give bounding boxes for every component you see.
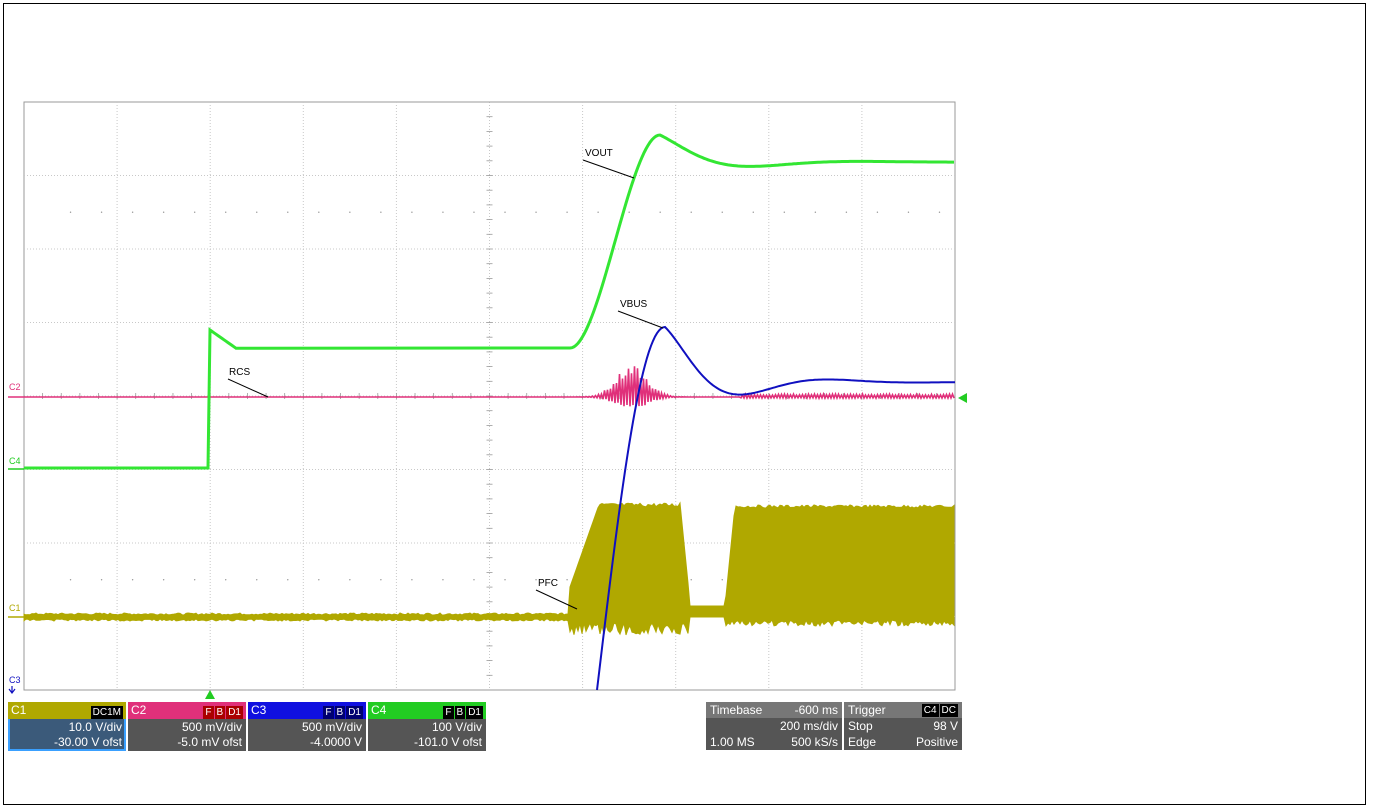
channel-label: C2 (131, 703, 147, 717)
c1-marker: C1 (9, 603, 21, 613)
pfc-trace (23, 501, 955, 636)
channel-scale: 500 mV/div (301, 720, 362, 734)
channel-tag: B (214, 706, 226, 720)
channel-tag: D1 (466, 706, 483, 720)
timebase-box[interactable]: Timebase -600 ms 200 ms/div 1.00 MS 500 kS… (706, 702, 842, 750)
channel-offset: -101.0 V ofst (413, 735, 482, 749)
channel-box-c1[interactable]: C1 DC1M 10.0 V/div -30.00 V ofst (8, 702, 126, 751)
channel-box-c4[interactable]: C4 F B D1 100 V/div -101.0 V ofst (368, 702, 486, 751)
trigger-slope: Positive (915, 735, 958, 749)
channel-scale: 100 V/div (431, 720, 482, 734)
timebase-rate: 500 kS/s (791, 735, 838, 749)
trigger-type: Edge (848, 735, 877, 749)
timebase-label: Timebase (710, 703, 763, 717)
vout-trace (24, 133, 954, 470)
trace-annotations: VOUT VBUS RCS PFC (227, 148, 664, 610)
channel-label: C4 (371, 703, 387, 717)
channel-scale: 10.0 V/div (68, 720, 122, 734)
channel-tag: B (454, 706, 466, 720)
channel-box-c3[interactable]: C3 F B D1 500 mV/div -4.0000 V (248, 702, 366, 751)
channel-offset: -5.0 mV ofst (177, 735, 242, 749)
trigger-label: Trigger (848, 703, 886, 717)
trigger-tag: DC (939, 704, 958, 718)
timebase-samples: 1.00 MS (710, 735, 755, 749)
timebase-scale: 200 ms/div (779, 719, 838, 733)
rcs-label: RCS (229, 367, 250, 378)
channel-tag: F (203, 706, 214, 720)
timebase-delay: -600 ms (794, 703, 838, 717)
channel-tag: F (323, 706, 334, 720)
trigger-mode: Stop (848, 719, 873, 733)
c2-marker: C2 (9, 382, 21, 392)
channel-tag: D1 (346, 706, 363, 720)
channel-label: C3 (251, 703, 267, 717)
channel-tag: F (443, 706, 454, 720)
channel-tag: DC1M (90, 706, 123, 720)
vout-label: VOUT (585, 148, 613, 159)
trigger-position-marker (205, 690, 215, 699)
c3-marker: C3 (9, 675, 21, 685)
trigger-level: 98 V (933, 719, 958, 733)
channel-offset: -30.00 V ofst (53, 735, 122, 749)
channel-markers: C2 C4 C1 C3 (8, 382, 967, 699)
trigger-level-marker (958, 393, 967, 403)
c4-marker: C4 (9, 456, 21, 466)
trigger-box[interactable]: Trigger C4 DC Stop 98 V Edge Positive (844, 702, 962, 750)
rcs-trace (24, 366, 955, 407)
trigger-tag: C4 (921, 704, 939, 718)
vbus-label: VBUS (620, 299, 648, 310)
channel-box-c2[interactable]: C2 F B D1 500 mV/div -5.0 mV ofst (128, 702, 246, 751)
channel-offset: -4.0000 V (309, 735, 362, 749)
channel-scale: 500 mV/div (181, 720, 242, 734)
channel-tag: B (334, 706, 346, 720)
vbus-trace (596, 325, 955, 691)
pfc-label: PFC (538, 578, 558, 589)
channel-tag: D1 (226, 706, 243, 720)
traces (23, 133, 955, 691)
channel-label: C1 (11, 703, 27, 717)
